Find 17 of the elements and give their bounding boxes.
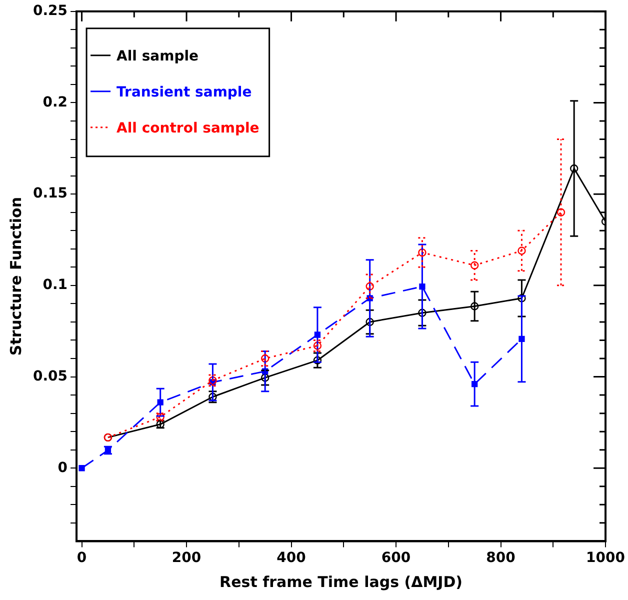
x-tick-label: 400 <box>276 550 306 566</box>
legend-label: Transient sample <box>116 84 252 100</box>
y-tick-label: 0.15 <box>32 186 68 202</box>
x-tick-label: 0 <box>76 550 87 566</box>
y-tick-label: 0.2 <box>42 94 68 110</box>
x-tick-label: 1000 <box>586 550 626 566</box>
x-tick-label: 600 <box>381 550 411 566</box>
y-tick-label: 0.1 <box>42 277 68 294</box>
legend-label: All control sample <box>116 120 260 136</box>
y-tick-label: 0 <box>58 460 68 476</box>
y-tick-label: 0.25 <box>32 3 68 20</box>
x-tick-label: 800 <box>486 550 516 566</box>
x-axis-title: Rest frame Time lags (ΔMJD) <box>220 572 463 591</box>
x-tick-label: 200 <box>172 550 202 566</box>
y-axis-title: Structure Function <box>6 196 25 356</box>
legend-label: All sample <box>116 48 199 64</box>
y-tick-label: 0.05 <box>32 368 68 384</box>
